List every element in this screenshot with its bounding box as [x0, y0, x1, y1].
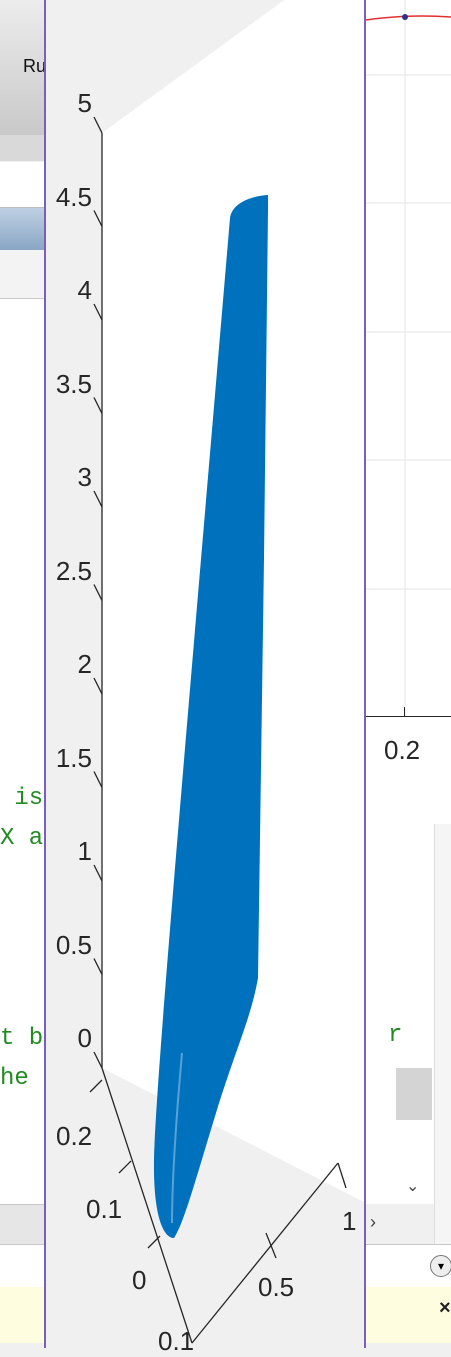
axes-3d[interactable]	[46, 0, 364, 1348]
surface-highlight	[171, 1052, 183, 1224]
data-point	[402, 14, 408, 20]
code-line: X a	[0, 825, 44, 852]
status-bar	[0, 1244, 50, 1287]
background-x-tick-label: 0.2	[384, 735, 421, 765]
z-tick	[93, 210, 103, 227]
toolstrip	[0, 0, 50, 136]
x-tick-label: 0.5	[258, 1272, 295, 1302]
x-tick	[265, 1232, 277, 1259]
z-tick	[93, 864, 103, 882]
z-tick-label: 2.5	[55, 555, 92, 586]
z-tick-label: 5	[77, 88, 92, 118]
y-tick-label: 0.1	[86, 1194, 123, 1224]
z-tick-label: 1	[77, 836, 92, 866]
address-bar[interactable]	[0, 162, 50, 208]
z-tick	[93, 397, 103, 414]
y-axis-line	[101, 1067, 193, 1344]
z-tick	[93, 490, 103, 508]
z-tick	[93, 771, 103, 788]
panel-title-bar	[0, 208, 50, 250]
z-tick-label: 3	[77, 462, 92, 492]
z-tick-label: 0	[77, 1023, 92, 1053]
z-tick-label: 2	[77, 649, 92, 679]
partial-tick-label: 0.1	[158, 1326, 195, 1356]
background-editor[interactable]	[366, 824, 434, 1204]
x-axis-line	[191, 1162, 339, 1344]
z-tick-label: 0.5	[55, 929, 92, 960]
z-tick	[93, 677, 103, 695]
y-tick	[147, 1235, 161, 1249]
vertical-scrollbar[interactable]	[434, 824, 451, 1244]
z-tick	[93, 116, 103, 134]
y-tick-label: 0	[132, 1265, 147, 1295]
z-axis-ticks	[93, 116, 103, 1069]
scroll-right-icon[interactable]: ›	[370, 1212, 376, 1232]
z-tick	[93, 958, 103, 975]
y-tick	[89, 1079, 103, 1093]
panel-subbar	[0, 250, 50, 299]
right-command-window[interactable]	[366, 1287, 451, 1343]
y-tick-label: 0.2	[56, 1121, 93, 1151]
scroll-down-icon[interactable]: ⌄	[406, 1178, 420, 1195]
z-tick-label: 3.5	[55, 368, 92, 399]
close-icon[interactable]: ×	[439, 1297, 451, 1319]
z-tick	[93, 584, 103, 601]
background-figure-axes	[366, 0, 451, 824]
surface-plot[interactable]	[153, 195, 268, 1238]
scrollbar-thumb[interactable]	[396, 1068, 432, 1120]
background-plot-grid	[366, 0, 451, 716]
run-button-label[interactable]: Ru	[23, 56, 47, 76]
red-curve	[366, 15, 451, 21]
y-tick	[118, 1160, 132, 1174]
code-editor[interactable]: is X a t b he	[0, 299, 50, 1204]
z-tick-label: 4	[77, 275, 92, 305]
code-line: he	[0, 1065, 29, 1092]
x-tick-label: 1	[342, 1206, 357, 1236]
code-fragment: r	[388, 1022, 403, 1049]
editor-bottom-bar	[0, 1204, 50, 1245]
command-window[interactable]	[0, 1287, 50, 1343]
figure-window[interactable]: 0 0.5 1 1.5 2 2.5 3 3.5 4 4.5 5 0.2 0.1 0 0.5 1 0.…	[44, 0, 366, 1356]
code-line: is	[0, 785, 44, 812]
toolstrip-section-bar	[0, 135, 50, 161]
options-dropdown-icon[interactable]: ▾	[430, 1255, 451, 1277]
x-tick	[337, 1162, 347, 1189]
background-x-tick	[404, 707, 405, 716]
z-tick	[93, 1051, 103, 1069]
z-tick-label: 4.5	[55, 181, 92, 212]
z-tick-label: 1.5	[55, 742, 92, 773]
code-line: t b	[0, 1025, 44, 1052]
z-tick	[93, 303, 103, 321]
background-x-axis	[366, 716, 451, 717]
